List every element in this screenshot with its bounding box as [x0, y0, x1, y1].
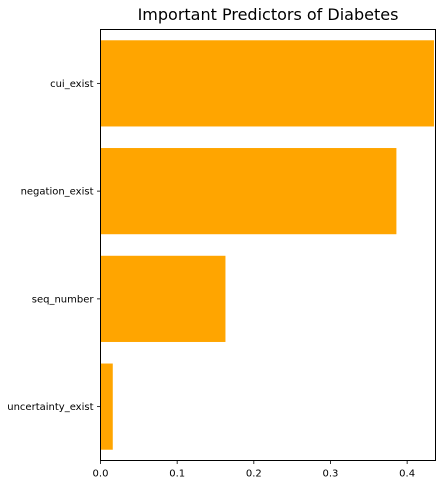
bar-negation-exist — [101, 148, 397, 234]
x-tick-label: 0.4 — [399, 469, 415, 480]
x-axis: 0.0 0.1 0.2 0.3 0.4 — [93, 461, 416, 480]
x-tick-label: 0.0 — [93, 469, 109, 480]
x-tick-label: 0.3 — [323, 469, 339, 480]
bars-group — [101, 40, 434, 449]
x-tick-label: 0.1 — [169, 469, 185, 480]
x-tick-label: 0.2 — [246, 469, 262, 480]
y-tick-label: seq_number — [32, 294, 95, 305]
y-tick-label: negation_exist — [21, 187, 94, 198]
y-axis: cui_exist negation_exist seq_numberuncerta… — [7, 79, 100, 413]
chart-title: Important Predictors of Diabetes — [138, 5, 399, 24]
y-tick-label: cui_exist — [50, 79, 93, 90]
bar-seq-number — [101, 256, 226, 342]
bar-uncertainty-exist — [101, 364, 113, 450]
bar-cui-exist — [101, 40, 434, 126]
y-tick-label: uncertainty_exist — [7, 402, 93, 413]
